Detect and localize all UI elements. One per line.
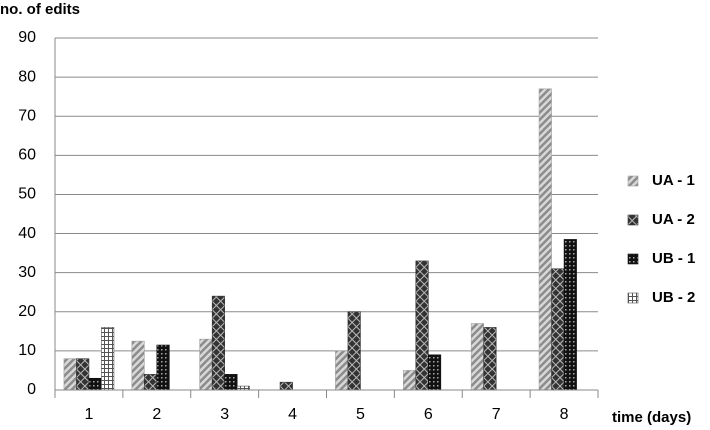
x-tick-label: 2: [152, 406, 161, 423]
bar: [101, 327, 115, 391]
bar: [76, 358, 90, 391]
y-tick-label: 90: [18, 29, 36, 46]
bar: [279, 381, 293, 391]
bar: [88, 377, 102, 391]
y-tick-label: 0: [27, 381, 36, 398]
bar: [428, 354, 442, 391]
x-tick-label: 3: [220, 406, 229, 423]
legend-label: UA - 1: [652, 172, 695, 189]
bar: [131, 340, 145, 391]
x-axis-title: time (days): [612, 409, 691, 426]
legend-swatch: [627, 214, 639, 226]
x-tick-label: 5: [356, 406, 365, 423]
bar: [347, 311, 361, 391]
bar: [538, 88, 552, 391]
bar: [403, 370, 417, 391]
bar: [470, 323, 484, 391]
legend-swatch: [627, 253, 639, 265]
legend-label: UB - 2: [652, 289, 695, 306]
x-tick-label: 6: [424, 406, 433, 423]
bar: [415, 260, 429, 391]
x-tick-label: 7: [492, 406, 501, 423]
x-tick-label: 8: [560, 406, 569, 423]
legend-label: UA - 2: [652, 211, 695, 228]
y-tick-label: 70: [18, 107, 36, 124]
bar: [63, 358, 77, 391]
bar: [335, 350, 349, 391]
y-tick-label: 80: [18, 68, 36, 85]
y-tick-label: 60: [18, 147, 36, 164]
legend-swatch: [627, 175, 639, 187]
y-tick-label: 30: [18, 264, 36, 281]
bar: [563, 239, 577, 391]
bar: [224, 374, 238, 391]
x-tick-label: 4: [288, 406, 297, 423]
legend-swatch: [627, 292, 639, 304]
bar: [156, 344, 170, 391]
y-tick-label: 40: [18, 225, 36, 242]
y-tick-label: 20: [18, 303, 36, 320]
bar: [236, 385, 250, 391]
y-tick-label: 50: [18, 186, 36, 203]
bar: [551, 268, 565, 391]
x-tick-label: 1: [84, 406, 93, 423]
y-axis-title: no. of edits: [0, 1, 80, 18]
bar: [211, 295, 225, 391]
legend-label: UB - 1: [652, 250, 695, 267]
bar: [144, 374, 158, 391]
bar: [199, 338, 213, 391]
y-tick-label: 10: [18, 342, 36, 359]
bar: [483, 327, 497, 391]
